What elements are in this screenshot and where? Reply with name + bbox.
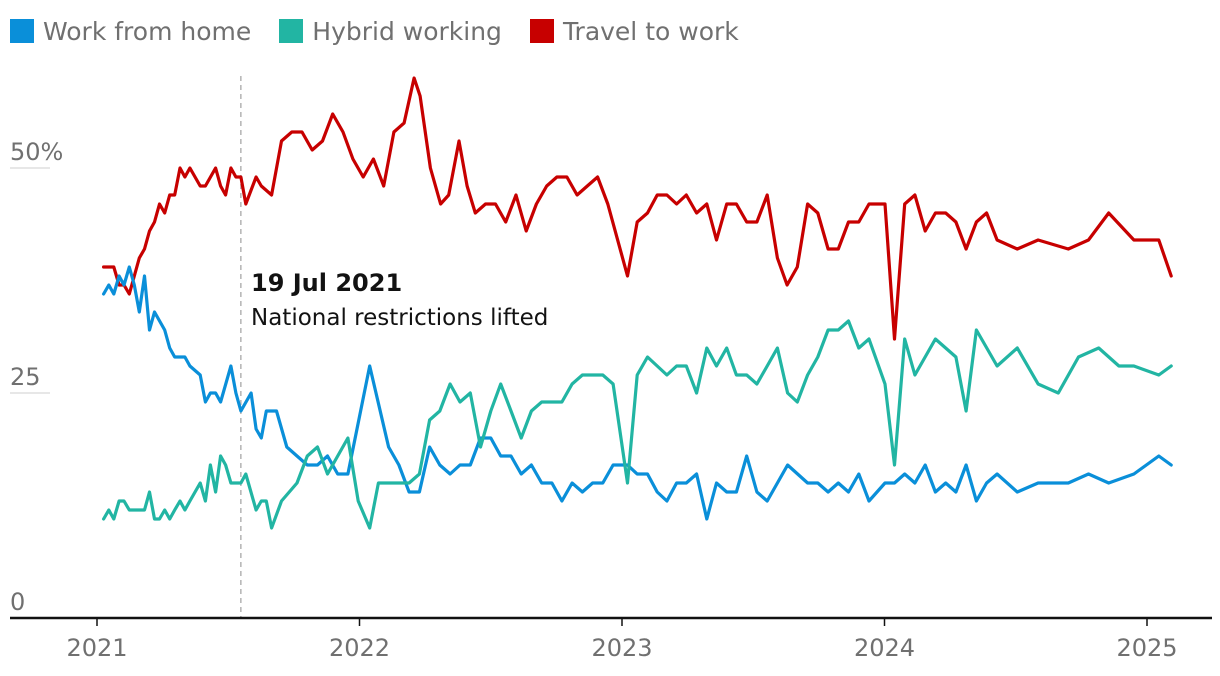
y-tick-label-25: 25 (10, 363, 41, 391)
x-axis: 2021 2022 2023 2024 2025 (10, 616, 1212, 662)
y-tick-labels: 0 25 50% (10, 138, 63, 616)
y-tick-label-50: 50% (10, 138, 63, 166)
legend-item-travel-to-work: Travel to work (529, 16, 739, 46)
annotation: 19 Jul 2021 National restrictions lifted (240, 76, 548, 618)
y-gridlines (10, 167, 50, 394)
y-tick-label-0: 0 (10, 588, 25, 616)
legend-item-hybrid-working: Hybrid working (279, 17, 502, 46)
annotation-date: 19 Jul 2021 (251, 269, 402, 297)
legend-label-travel-to-work: Travel to work (562, 16, 739, 46)
x-tick-label-2023: 2023 (591, 634, 652, 662)
x-tick-label-2022: 2022 (329, 634, 390, 662)
legend-label-work-from-home: Work from home (43, 16, 252, 46)
annotation-text: National restrictions lifted (251, 305, 548, 331)
series-line-work-from-home (102, 265, 1173, 521)
legend-swatch-work-from-home (10, 19, 34, 43)
x-tick-label-2021: 2021 (66, 634, 127, 662)
legend-swatch-hybrid-working (279, 19, 304, 43)
series-lines (102, 76, 1173, 530)
x-tick-label-2024: 2024 (854, 634, 915, 662)
legend: Work from home Hybrid working Travel to … (10, 14, 767, 48)
legend-label-hybrid-working: Hybrid working (312, 16, 502, 46)
x-tick-label-2025: 2025 (1116, 634, 1177, 662)
series-line-travel-to-work (102, 76, 1173, 341)
legend-item-work-from-home: Work from home (10, 17, 251, 46)
series-line-hybrid-working (102, 319, 1173, 530)
legend-swatch-travel-to-work (529, 19, 554, 43)
